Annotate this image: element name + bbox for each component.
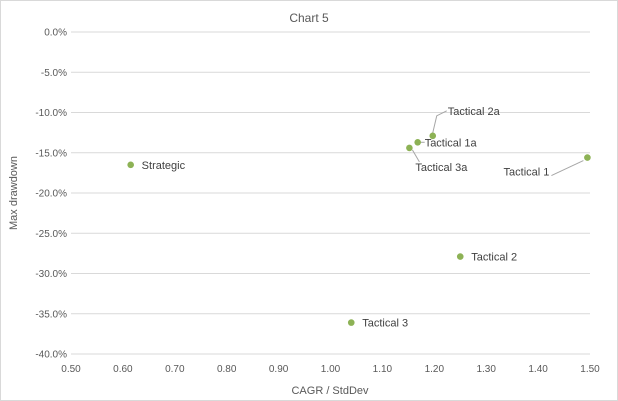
x-tick-label: 1.20: [425, 364, 445, 375]
data-label: Tactical 2: [471, 252, 517, 264]
data-label: Tactical 2a: [448, 106, 501, 118]
data-point: [456, 253, 464, 260]
x-tick-label: 0.50: [61, 364, 81, 375]
data-point: [414, 138, 421, 146]
y-tick-label: -35.0%: [35, 309, 67, 320]
data-point: [429, 132, 437, 140]
data-label: Tactical 3a: [415, 162, 468, 174]
y-tick-label: -20.0%: [35, 189, 67, 200]
y-tick-label: 0.0%: [44, 28, 67, 39]
x-tick-label: 1.00: [321, 364, 341, 375]
chart-title: Chart 5: [289, 11, 329, 25]
data-label: Tactical 3: [362, 318, 408, 330]
x-tick-label: 0.90: [269, 364, 289, 375]
label-leader-lines: [411, 110, 584, 177]
x-tick-label: 0.70: [165, 364, 185, 375]
gridlines: [71, 31, 590, 355]
x-tick-label: 1.40: [528, 364, 548, 375]
y-tick-label: -40.0%: [35, 350, 67, 361]
x-tick-label: 1.50: [580, 364, 600, 375]
y-axis-label: Max drawdown: [8, 156, 20, 230]
leader-line: [551, 160, 584, 177]
y-tick-label: -15.0%: [35, 148, 67, 159]
x-axis-ticks: 0.50 0.60 0.70 0.80 0.90 1.00 1.10 1.20 1.30 1.40…: [61, 364, 600, 375]
data-point: [406, 144, 413, 152]
data-point: [127, 161, 134, 169]
y-tick-label: -25.0%: [35, 229, 67, 240]
x-axis-label: CAGR / StdDev: [291, 385, 369, 397]
y-tick-label: -30.0%: [35, 269, 67, 280]
y-tick-label: -5.0%: [41, 68, 67, 79]
y-tick-label: -10.0%: [35, 108, 67, 119]
data-labels: Strategic Tactical 1 Tactical 2 Tactical 3 T…: [142, 106, 550, 330]
leader-line: [411, 149, 420, 163]
x-tick-label: 1.10: [373, 364, 393, 375]
data-label: Tactical 1a: [425, 137, 478, 149]
data-label: Strategic: [142, 160, 186, 172]
data-point: [347, 319, 355, 326]
data-point: [584, 154, 591, 161]
x-tick-label: 0.60: [113, 364, 133, 375]
data-label: Tactical 1: [504, 167, 550, 179]
data-points: [127, 132, 591, 326]
leader-line: [432, 110, 447, 133]
x-tick-label: 1.30: [476, 364, 496, 375]
x-tick-label: 0.80: [217, 364, 237, 375]
y-axis-ticks: 0.0% -5.0% -10.0% -15.0% -20.0% -25.0% -30.0% -…: [35, 28, 67, 361]
